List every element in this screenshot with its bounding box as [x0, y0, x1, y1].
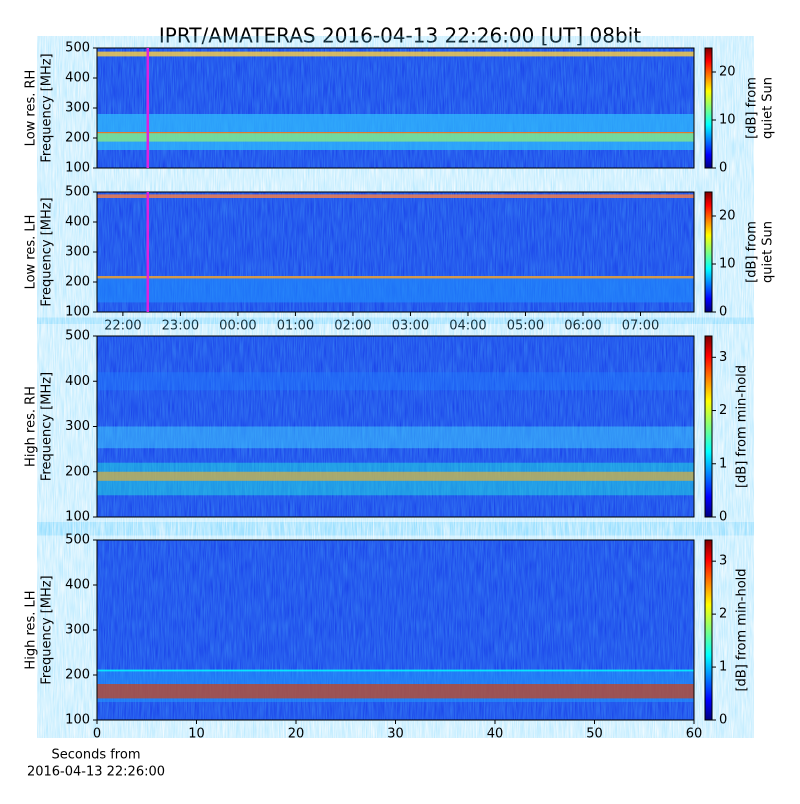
y-tick-label: 100 [65, 305, 90, 320]
y-tick-label: 200 [65, 275, 90, 290]
y-axis-label: High res. LH [24, 590, 39, 669]
colorbar-tick-label: 3 [719, 350, 727, 365]
colorbar [704, 335, 713, 518]
x-tick-label: 40 [487, 727, 504, 742]
x-tick-label: 20 [288, 727, 305, 742]
y-axis-label: Frequency [MHz] [40, 53, 55, 162]
colorbar-tick-label: 0 [719, 305, 727, 320]
spectrogram-band [97, 426, 694, 449]
x-axis-label: 2016-04-13 22:26:00 [27, 765, 165, 780]
x-tick-label: 10 [188, 727, 205, 742]
y-tick-label: 300 [65, 623, 90, 638]
y-tick-label: 100 [65, 713, 90, 728]
y-axis-label: Low res. LH [24, 215, 39, 290]
x-tick-label: 04:00 [449, 319, 486, 334]
spectrogram-band [97, 669, 694, 672]
y-axis-label: Frequency [MHz] [40, 197, 55, 306]
y-axis-label: Low res. RH [24, 70, 39, 147]
figure-title: IPRT/AMATERAS 2016-04-13 22:26:00 [UT] 0… [159, 24, 641, 48]
spectrogram-band [97, 684, 694, 699]
y-tick-label: 400 [65, 374, 90, 389]
y-tick-label: 300 [65, 245, 90, 260]
colorbar-tick-label: 3 [719, 554, 727, 569]
y-tick-label: 400 [65, 215, 90, 230]
x-tick-label: 30 [387, 727, 404, 742]
x-tick-label: 05:00 [507, 319, 544, 334]
colorbar [704, 47, 713, 169]
y-axis-label: Frequency [MHz] [40, 372, 55, 481]
colorbar-tick-label: 10 [719, 113, 736, 128]
spectrogram-band [97, 276, 694, 279]
y-tick-label: 200 [65, 668, 90, 683]
spectrogram-band [97, 194, 694, 198]
x-tick-label: 23:00 [162, 319, 199, 334]
colorbar-label: [dB] from min-hold [735, 568, 750, 691]
y-tick-label: 100 [65, 510, 90, 525]
colorbar-tick-label: 20 [719, 209, 736, 224]
x-tick-label: 0 [93, 727, 101, 742]
x-tick-label: 22:00 [104, 319, 141, 334]
spectrogram-band [97, 471, 694, 481]
x-tick-label: 00:00 [219, 319, 256, 334]
x-tick-label: 07:00 [622, 319, 659, 334]
colorbar-tick-label: 1 [719, 456, 727, 471]
y-tick-label: 500 [65, 41, 90, 56]
y-tick-label: 200 [65, 131, 90, 146]
colorbar-tick-label: 20 [719, 65, 736, 80]
spectrogram-band [97, 132, 694, 134]
colorbar-label: quiet Sun [761, 221, 776, 283]
x-tick-label: 01:00 [277, 319, 314, 334]
colorbar-tick-label: 0 [719, 510, 727, 525]
spectrogram-band [97, 132, 694, 142]
y-axis-label: High res. RH [24, 386, 39, 467]
x-tick-label: 06:00 [564, 319, 601, 334]
y-axis-label: Frequency [MHz] [40, 575, 55, 684]
x-tick-label: 02:00 [334, 319, 371, 334]
y-tick-label: 100 [65, 161, 90, 176]
y-tick-label: 400 [65, 71, 90, 86]
colorbar-label: [dB] from min-hold [735, 365, 750, 488]
colorbar-label: quiet Sun [761, 77, 776, 139]
y-tick-label: 300 [65, 419, 90, 434]
spectrogram-band [97, 372, 694, 391]
y-tick-label: 500 [65, 329, 90, 344]
y-tick-label: 300 [65, 101, 90, 116]
y-tick-label: 400 [65, 578, 90, 593]
colorbar-tick-label: 2 [719, 403, 727, 418]
colorbar-tick-label: 2 [719, 607, 727, 622]
colorbar-label: [dB] from [745, 221, 760, 283]
x-tick-label: 60 [686, 727, 703, 742]
x-tick-label: 03:00 [392, 319, 429, 334]
y-tick-label: 500 [65, 185, 90, 200]
colorbar [704, 539, 713, 721]
colorbar-tick-label: 0 [719, 713, 727, 728]
x-axis-label: Seconds from [51, 748, 140, 763]
spectrogram-band [97, 276, 694, 303]
colorbar-tick-label: 10 [719, 257, 736, 272]
y-tick-label: 500 [65, 533, 90, 548]
spectrogram-band [97, 51, 694, 57]
y-tick-label: 200 [65, 464, 90, 479]
colorbar-tick-label: 0 [719, 161, 727, 176]
colorbar [704, 191, 713, 313]
colorbar-label: [dB] from [745, 77, 760, 139]
x-tick-label: 50 [586, 727, 603, 742]
colorbar-tick-label: 1 [719, 660, 727, 675]
